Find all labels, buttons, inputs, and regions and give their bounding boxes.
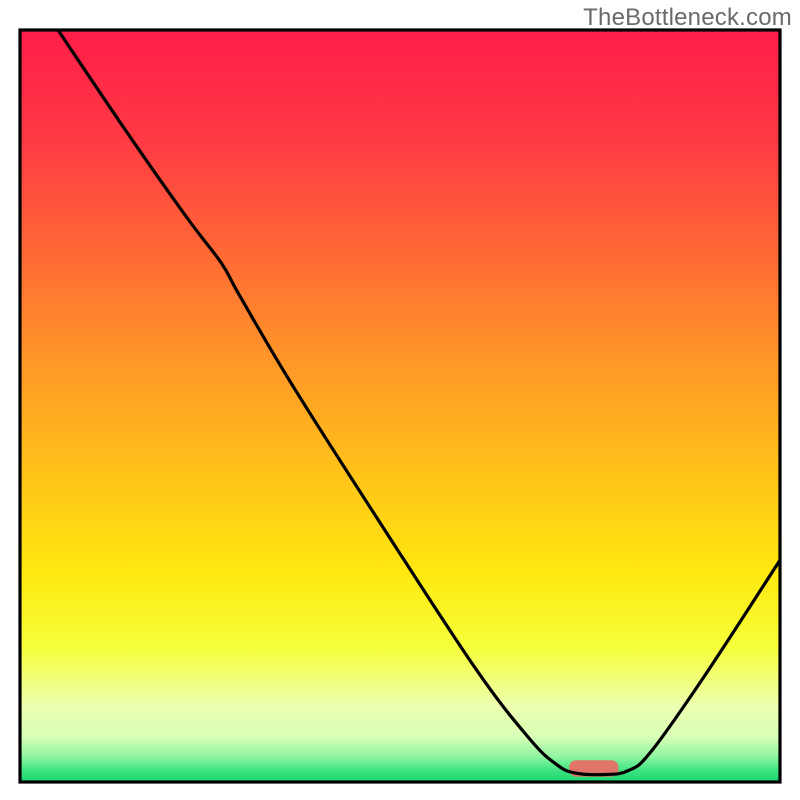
watermark-text: TheBottleneck.com xyxy=(583,4,792,32)
bottleneck-chart xyxy=(0,0,800,800)
chart-container: TheBottleneck.com xyxy=(0,0,800,800)
